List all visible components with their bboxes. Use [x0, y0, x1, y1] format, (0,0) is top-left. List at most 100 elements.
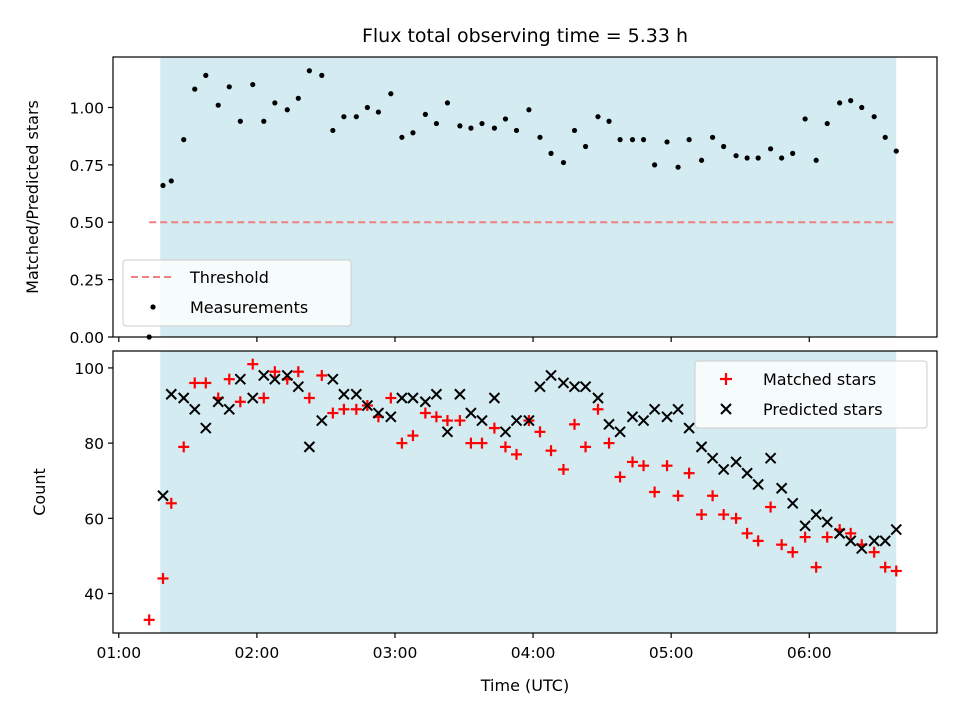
predicted-star-point	[579, 381, 592, 393]
predicted-star-point	[200, 422, 212, 434]
count-plot-frame	[112, 350, 938, 634]
matched-star-point	[752, 535, 764, 547]
predicted-point-stroke-b	[292, 381, 305, 393]
x-tick-label: 01:00	[96, 644, 141, 662]
matched-star-point	[269, 366, 281, 378]
predicted-point-stroke-b	[189, 403, 201, 415]
predicted-point-stroke-b	[534, 381, 546, 393]
predicted-point-stroke-b	[385, 411, 397, 423]
matched-star-point	[672, 490, 684, 502]
measurement-point	[767, 146, 774, 152]
ratio-plot-frame	[112, 56, 938, 338]
matched-star-point	[465, 437, 477, 449]
predicted-star-point	[523, 414, 535, 427]
predicted-star-point	[292, 381, 305, 393]
predicted-point-stroke-b	[626, 411, 639, 423]
predicted-star-point	[614, 426, 626, 438]
predicted-point-stroke-b	[441, 426, 454, 438]
matched-star-point	[879, 561, 891, 573]
measurement-point	[617, 137, 623, 143]
matched-star-point	[810, 561, 822, 573]
predicted-point-stroke-b	[568, 381, 581, 393]
measurement-point	[629, 137, 636, 143]
matched-star-point	[189, 377, 201, 389]
count-legend: Matched stars Predicted stars	[694, 360, 928, 429]
predicted-star-point	[316, 414, 328, 427]
measurement-point	[779, 155, 785, 161]
predicted-star-point	[476, 414, 488, 427]
predicted-star-point	[648, 403, 661, 415]
predicted-star-point	[637, 414, 650, 427]
predicted-star-point	[499, 426, 512, 438]
measurement-point	[410, 130, 416, 136]
measurement-point	[790, 150, 796, 156]
x-tick-label: 04:00	[511, 644, 556, 662]
top-y-tick-label: 0.50	[69, 214, 104, 232]
matched-star-point	[696, 509, 708, 521]
count-legend-box	[694, 360, 928, 429]
measurement-point	[802, 116, 808, 122]
predicted-star-point	[350, 388, 363, 400]
matched-star-point	[627, 456, 639, 468]
predicted-point-stroke-b	[592, 392, 604, 404]
matched-star-point	[765, 501, 777, 513]
predicted-star-point	[269, 373, 281, 385]
predicted-star-point	[821, 516, 833, 528]
predicted-star-point	[189, 403, 201, 415]
predicted-star-point	[661, 411, 673, 423]
measurement-point	[226, 84, 232, 90]
measurement-point	[399, 134, 405, 140]
predicted-point-stroke-b	[338, 388, 350, 400]
measurement-point	[813, 157, 819, 163]
measurement-point	[468, 125, 474, 131]
predicted-star-point	[672, 403, 684, 415]
chart-title: Flux total observing time = 5.33 h	[362, 25, 688, 47]
measurement-point	[295, 95, 301, 101]
predicted-point-stroke-b	[695, 441, 708, 453]
predicted-point-stroke-b	[614, 426, 626, 438]
predicted-star-point	[683, 422, 695, 434]
ratio-legend: Threshold Measurements	[122, 259, 352, 327]
measurement-point	[882, 134, 888, 140]
predicted-point-stroke-b	[557, 377, 570, 389]
predicted-point-stroke-b	[350, 388, 363, 400]
measurement-point	[513, 127, 520, 134]
measurement-point	[237, 118, 243, 124]
predicted-star-point	[786, 497, 799, 509]
predicted-star-point	[385, 411, 397, 423]
measurement-point	[444, 100, 451, 106]
predicted-point-stroke-b	[856, 542, 868, 555]
matched-star-point	[258, 392, 270, 404]
x-tick-label: 06:00	[787, 644, 832, 662]
predicted-star-point	[441, 426, 454, 438]
measurement-point	[698, 157, 705, 163]
predicted-point-stroke-b	[821, 516, 833, 528]
measurement-point	[250, 81, 256, 88]
predicted-point-stroke-b	[868, 535, 880, 547]
bot-y-tick-label: 40	[84, 586, 104, 604]
ratio-legend-box	[122, 259, 352, 327]
matched-star-point	[303, 392, 315, 404]
predicted-point-stroke-b	[730, 456, 742, 468]
predicted-point-stroke-b	[396, 392, 408, 404]
predicted-star-point	[165, 388, 177, 400]
predicted-point-stroke-b	[258, 369, 270, 382]
predicted-point-stroke-b	[717, 463, 730, 476]
predicted-point-stroke-b	[476, 414, 488, 427]
predicted-star-point	[730, 456, 742, 468]
matched-star-point	[407, 430, 419, 442]
predicted-star-point	[890, 523, 902, 536]
predicted-legend-swatch	[720, 403, 732, 415]
matched-star-point	[845, 527, 857, 539]
predicted-star-point	[592, 392, 604, 404]
predicted-star-point	[626, 411, 639, 423]
predicted-point-stroke-b	[499, 426, 512, 438]
matched-star-point	[741, 527, 753, 539]
matched-star-point	[396, 437, 408, 449]
predicted-star-point	[407, 392, 419, 404]
matched-star-point	[385, 392, 397, 404]
predicted-star-point	[258, 369, 270, 382]
matched-star-point	[247, 358, 259, 370]
predicted-point-stroke-b	[810, 508, 822, 521]
matched-star-point	[476, 437, 488, 449]
